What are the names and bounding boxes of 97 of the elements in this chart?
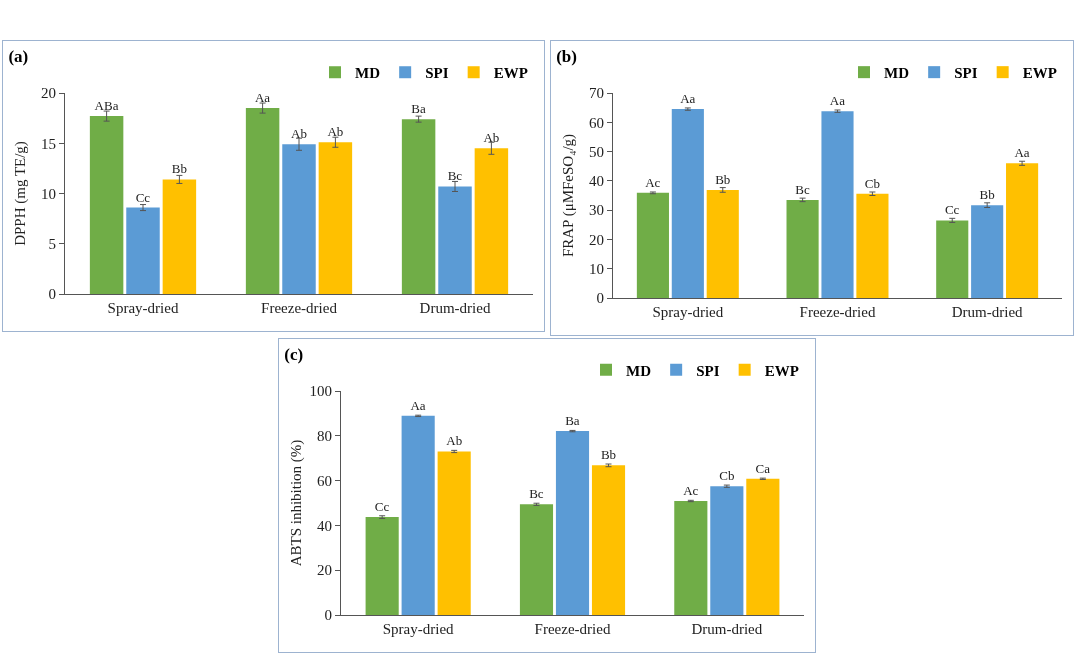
bar — [636, 192, 669, 298]
data-label: Bb — [979, 187, 995, 203]
data-label: Aa — [680, 91, 696, 107]
y-tick-label: 60 — [589, 114, 604, 131]
x-tick-label: Drum-dried — [951, 304, 1024, 320]
data-label: Cb — [719, 468, 735, 484]
bar — [437, 451, 471, 615]
y-axis-title: ABTS inhibition (%) — [288, 439, 305, 567]
bar — [401, 415, 435, 615]
data-label: Bb — [715, 171, 731, 187]
y-tick-label: 10 — [589, 260, 604, 277]
data-label: Ab — [327, 124, 344, 140]
x-tick-label: Spray-dried — [382, 621, 455, 637]
y-tick-label: 60 — [317, 472, 332, 489]
bar — [671, 109, 704, 298]
bar — [519, 504, 554, 615]
bar — [706, 189, 739, 298]
legend-label: SPI — [696, 362, 720, 379]
legend-label: EWP — [1022, 65, 1057, 81]
x-tick-label: Spray-dried — [652, 304, 724, 320]
x-tick-label: Drum-dried — [691, 621, 763, 637]
data-label: Bb — [600, 447, 617, 463]
data-label: Aa — [829, 93, 846, 109]
bar — [162, 179, 197, 294]
bar — [365, 517, 399, 615]
data-label: Cc — [135, 189, 151, 205]
bar — [710, 486, 744, 615]
data-label: Ab — [291, 126, 307, 142]
y-tick-label: 15 — [41, 135, 56, 152]
y-axis-title: FRAP (μMFeSO₄/g) — [560, 133, 577, 258]
y-tick-label: 20 — [589, 231, 604, 248]
x-tick-label: Freeze-dried — [534, 621, 611, 637]
bar — [786, 199, 819, 298]
data-label: Ac — [683, 482, 699, 498]
bar — [936, 220, 969, 298]
data-label: Aa — [254, 90, 271, 106]
y-tick-label: 10 — [41, 185, 56, 202]
bar — [856, 193, 889, 298]
bar — [126, 207, 160, 294]
data-label: Bc — [795, 181, 810, 197]
data-label: Bb — [171, 161, 187, 177]
data-label: ABa — [94, 98, 119, 114]
legend-label: SPI — [425, 65, 449, 82]
data-label: Aa — [410, 397, 426, 413]
data-label: Cc — [374, 499, 390, 515]
bar — [438, 186, 472, 294]
chart-title: (c) — [284, 345, 304, 365]
bar — [746, 478, 780, 615]
data-label: Ac — [645, 174, 661, 190]
y-tick-label: 100 — [309, 383, 332, 400]
data-label: Ba — [411, 101, 426, 117]
bar — [318, 142, 353, 294]
legend-label: MD — [884, 65, 910, 81]
x-tick-label: Spray-dried — [107, 300, 179, 316]
x-tick-label: Freeze-dried — [799, 304, 876, 320]
y-tick-label: 20 — [41, 85, 56, 102]
y-tick-label: 70 — [589, 85, 604, 102]
y-tick-label: 40 — [317, 517, 332, 534]
legend-label: MD — [626, 362, 652, 379]
data-label: Bc — [529, 486, 544, 502]
y-tick-label: 50 — [589, 143, 604, 160]
bar — [245, 108, 280, 294]
y-tick-label: 80 — [317, 428, 332, 445]
bar — [971, 205, 1004, 298]
y-tick-label: 0 — [48, 286, 56, 303]
y-tick-label: 0 — [324, 607, 332, 624]
x-tick-label: Drum-dried — [419, 300, 491, 316]
legend-label: MD — [355, 65, 381, 82]
data-label: Aa — [1014, 145, 1030, 161]
data-label: Ba — [565, 413, 580, 429]
chart-title: (b) — [556, 46, 577, 66]
y-tick-label: 40 — [589, 173, 604, 190]
bar — [555, 431, 590, 615]
data-label: Cb — [864, 175, 881, 191]
x-tick-label: Freeze-dried — [261, 300, 338, 316]
y-tick-label: 20 — [317, 562, 332, 579]
data-label: Ca — [755, 460, 771, 476]
legend-label: SPI — [954, 65, 978, 81]
y-tick-label: 30 — [589, 202, 604, 219]
chart-title: (a) — [8, 46, 29, 66]
data-label: Bc — [447, 168, 463, 184]
data-label: Cc — [944, 202, 960, 218]
legend-label: EWP — [493, 65, 528, 82]
bar — [474, 148, 509, 294]
bar — [821, 111, 854, 298]
bar — [401, 119, 436, 294]
y-tick-label: 0 — [596, 290, 604, 307]
bar — [282, 144, 316, 294]
y-tick-label: 5 — [48, 236, 56, 252]
y-axis-title: DPPH (mg TE/g) — [12, 141, 29, 246]
bar — [674, 500, 708, 615]
data-label: Ab — [483, 130, 500, 146]
bar — [1006, 163, 1039, 298]
legend-label: EWP — [764, 362, 799, 379]
data-label: Ab — [446, 433, 463, 449]
bar — [89, 116, 124, 294]
bar — [591, 465, 626, 615]
